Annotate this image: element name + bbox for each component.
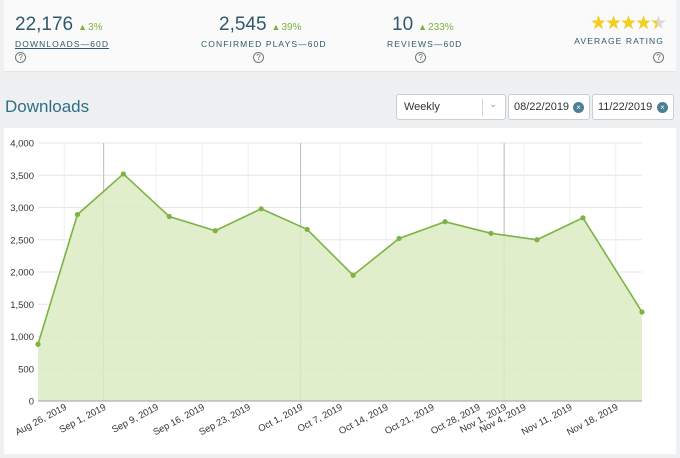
star-icon: ★★ <box>605 13 623 34</box>
downloads-help-icon[interactable]: ? <box>15 52 26 63</box>
chevron-down-icon[interactable]: ⌄ <box>489 99 498 110</box>
star-icon: ★★ <box>650 13 668 34</box>
select-divider <box>482 99 483 116</box>
downloads-chart-svg: 05001,0001,5002,0002,5003,0003,5004,000A… <box>10 139 645 438</box>
downloads-label-link[interactable]: DOWNLOADS—60D <box>15 39 110 49</box>
y-tick-label: 3,500 <box>10 171 34 182</box>
y-tick-label: 1,500 <box>10 300 34 311</box>
data-point <box>120 171 126 177</box>
data-point <box>166 213 172 220</box>
x-tick-label: Nov 18, 2019 <box>565 402 620 438</box>
rating-help-icon[interactable]: ? <box>653 52 664 63</box>
clear-end-date-icon[interactable]: × <box>657 102 668 113</box>
y-tick-label: 2,500 <box>10 235 34 246</box>
start-date-value: 08/22/2019 <box>514 101 570 113</box>
y-tick-label: 1,000 <box>10 332 34 343</box>
start-date-field[interactable]: 08/22/2019 × <box>508 94 590 120</box>
reviews-value: 10 <box>392 14 414 35</box>
reviews-help-icon[interactable]: ? <box>415 52 426 63</box>
reviews-delta: ▲233% <box>418 22 454 33</box>
downloads-stat: 22,176 ▲3% DOWNLOADS—60D <box>15 14 109 49</box>
downloads-chart: 0 500 1,000 1,500 2,000 2,500 3,000 3,500 4,000 A… <box>4 128 676 454</box>
data-point <box>534 237 540 243</box>
data-point <box>396 235 402 242</box>
plays-delta: ▲39% <box>271 22 302 33</box>
x-tick-label: Oct 21, 2019 <box>383 402 436 437</box>
y-tick-label: 2,000 <box>10 268 34 279</box>
section-title: Downloads <box>5 97 90 116</box>
series-line <box>37 172 643 345</box>
y-tick-label: 3,000 <box>10 203 34 214</box>
star-icon: ★★ <box>590 13 608 34</box>
stats-bar: 22,176 ▲3% DOWNLOADS—60D ? 2,545 ▲39% CO… <box>4 0 676 72</box>
up-arrow-icon: ▲ <box>271 22 281 32</box>
interval-value: Weekly <box>404 101 440 113</box>
data-point <box>258 206 264 212</box>
rating-label: AVERAGE RATING <box>574 36 664 46</box>
up-arrow-icon: ▲ <box>418 22 428 32</box>
rating-stars: ★★★★★★★★★★ <box>574 13 668 34</box>
data-point <box>74 211 80 218</box>
downloads-value: 22,176 <box>15 14 74 35</box>
data-point <box>350 272 356 278</box>
data-point <box>212 228 218 234</box>
data-point <box>442 219 448 225</box>
y-tick-label: 4,000 <box>10 139 34 150</box>
up-arrow-icon: ▲ <box>78 22 88 32</box>
x-tick-label: Oct 7, 2019 <box>296 402 345 435</box>
x-tick-label: Sep 16, 2019 <box>151 402 206 438</box>
star-icon: ★★ <box>635 13 653 34</box>
star-icon: ★★ <box>620 13 638 34</box>
plays-value: 2,545 <box>219 14 267 35</box>
y-tick-label: 500 <box>18 364 34 375</box>
interval-select[interactable]: Weekly ⌄ <box>396 94 506 120</box>
x-tick-label: Sep 23, 2019 <box>197 402 252 438</box>
end-date-field[interactable]: 11/22/2019 × <box>592 94 674 120</box>
data-point <box>304 226 310 233</box>
data-point <box>639 309 645 315</box>
reviews-label: REVIEWS—60D <box>387 39 463 49</box>
rating-stat: ★★★★★★★★★★ AVERAGE RATING <box>574 13 668 46</box>
series-area <box>38 173 642 401</box>
reviews-stat: 10 ▲233% REVIEWS—60D <box>387 14 462 49</box>
x-tick-label: Oct 14, 2019 <box>337 402 390 437</box>
downloads-delta: ▲3% <box>78 22 103 33</box>
plays-label: CONFIRMED PLAYS—60D <box>201 39 327 49</box>
clear-start-date-icon[interactable]: × <box>573 102 584 113</box>
data-point <box>35 341 41 347</box>
y-tick-label: 0 <box>29 397 34 408</box>
end-date-value: 11/22/2019 <box>598 101 653 113</box>
x-tick-label: Nov 11, 2019 <box>520 402 574 438</box>
plays-stat: 2,545 ▲39% CONFIRMED PLAYS—60D <box>201 14 327 49</box>
data-point <box>488 230 494 236</box>
plays-help-icon[interactable]: ? <box>253 52 264 63</box>
data-point <box>580 215 586 221</box>
